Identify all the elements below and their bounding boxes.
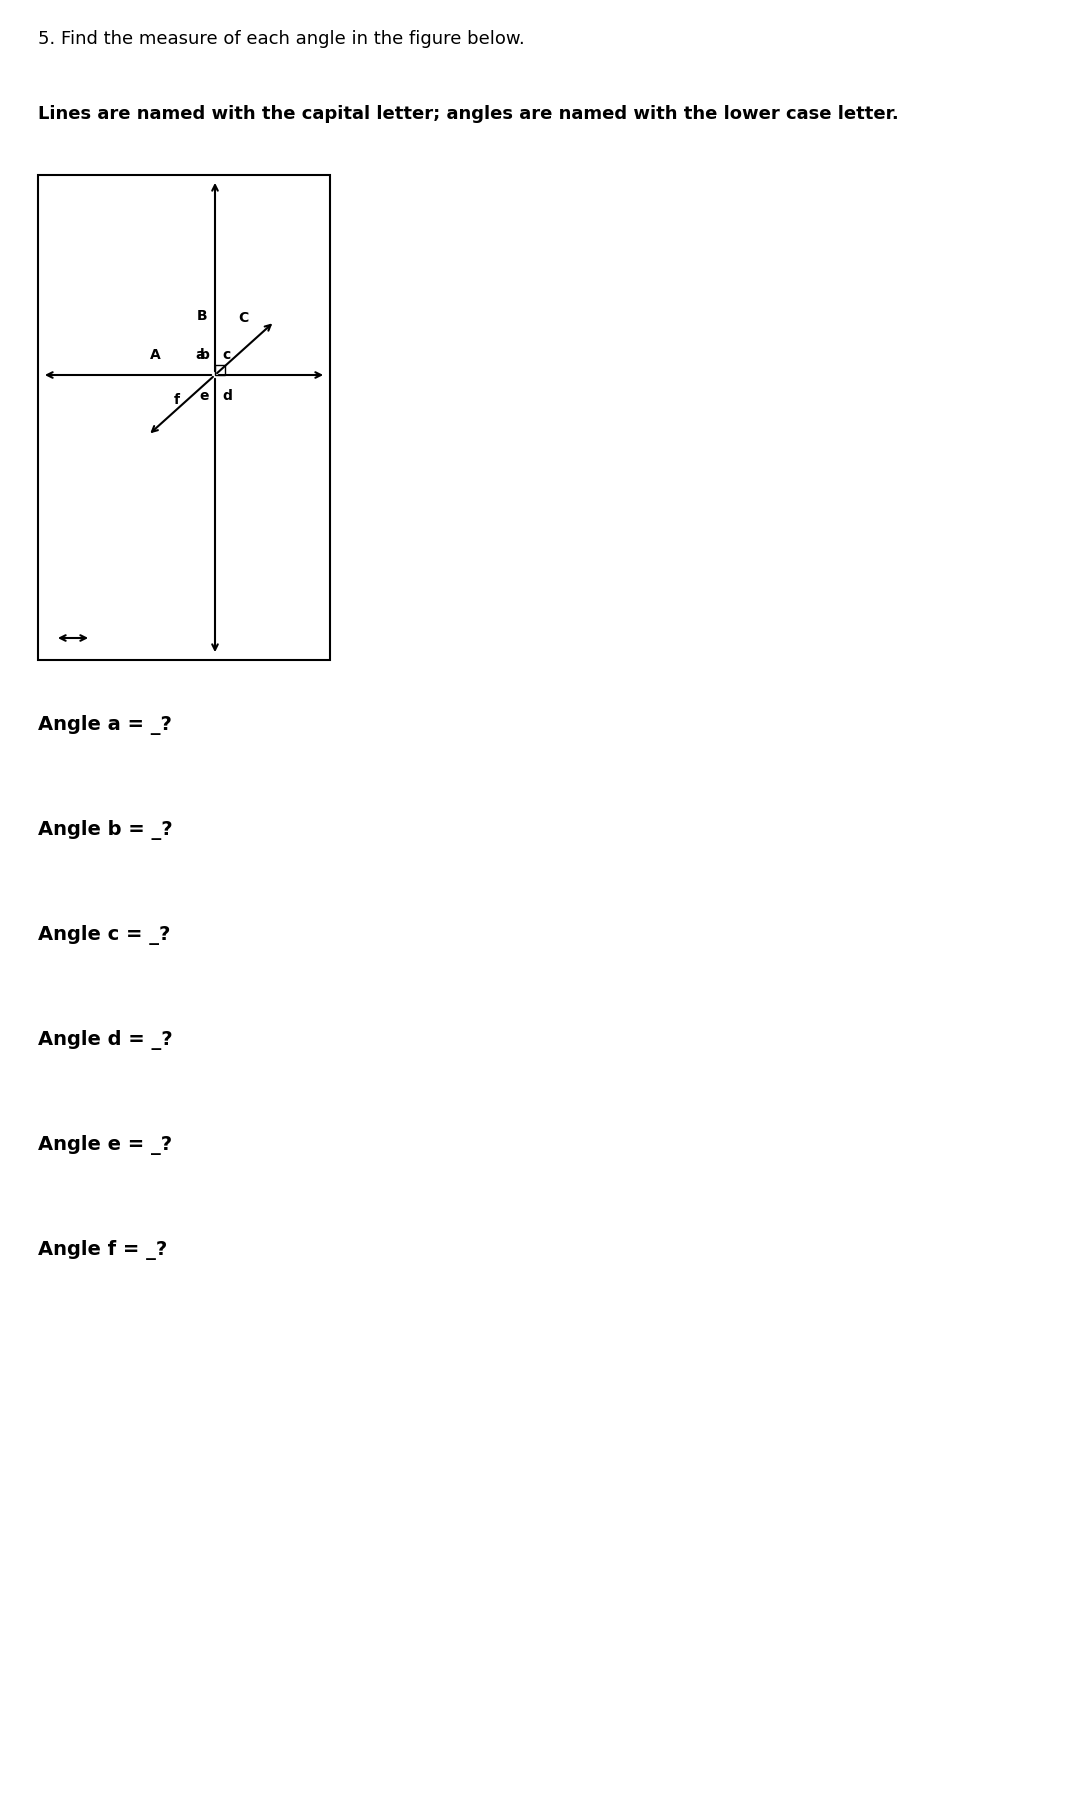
Text: B: B (197, 309, 208, 323)
Text: Lines are named with the capital letter; angles are named with the lower case le: Lines are named with the capital letter;… (38, 105, 898, 123)
Text: f: f (174, 392, 180, 407)
Text: Angle b = _?: Angle b = _? (38, 821, 172, 841)
Text: Angle f = _?: Angle f = _? (38, 1240, 167, 1260)
Text: Angle a = _?: Angle a = _? (38, 716, 172, 735)
Text: d: d (222, 389, 231, 403)
Text: c: c (222, 349, 230, 361)
Bar (38, 174, 330, 659)
Text: a: a (195, 349, 204, 361)
Text: e: e (199, 389, 209, 403)
Text: Angle e = _?: Angle e = _? (38, 1135, 172, 1155)
Text: A: A (150, 349, 160, 361)
Bar (215, 365, 225, 374)
Text: 5. Find the measure of each angle in the figure below.: 5. Find the measure of each angle in the… (38, 31, 525, 47)
Text: Angle d = _?: Angle d = _? (38, 1030, 172, 1050)
Text: C: C (238, 311, 249, 325)
Text: Angle c = _?: Angle c = _? (38, 924, 170, 944)
Text: b: b (200, 349, 210, 361)
